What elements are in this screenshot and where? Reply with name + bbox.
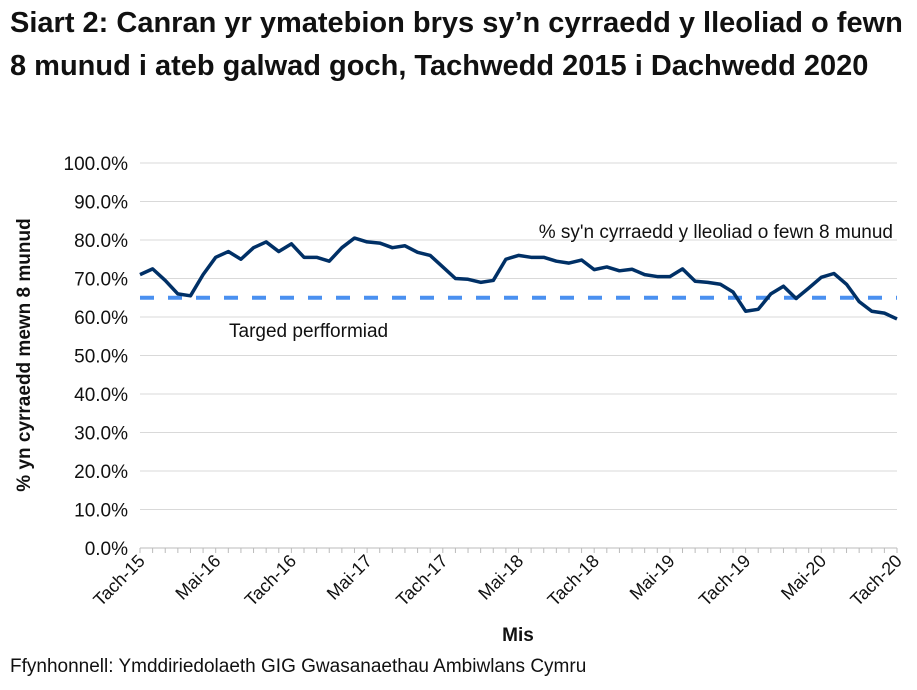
chart-title: Siart 2: Canran yr ymatebion brys sy’n c… (10, 7, 903, 82)
target-label: Targed perfformiad (229, 321, 388, 342)
x-tick-label: Mai-17 (323, 551, 376, 604)
y-tick-label: 100.0% (64, 154, 129, 175)
source-note: Ffynhonnell: Ymddiriedolaeth GIG Gwasana… (10, 656, 587, 677)
y-tick-label: 40.0% (74, 385, 128, 406)
x-tick-label: Tach-20 (846, 551, 905, 610)
x-tick-label: Tach-16 (241, 551, 300, 610)
x-tick-label: Tach-19 (695, 551, 754, 610)
y-tick-label: 30.0% (74, 424, 128, 445)
y-axis-label: % yn cyrraedd mewn 8 munud (14, 218, 35, 491)
x-axis-label: Mis (502, 625, 534, 646)
y-tick-label: 0.0% (85, 539, 128, 560)
y-tick-label: 90.0% (74, 193, 128, 214)
x-tick-label: Tach-18 (544, 551, 603, 610)
x-tick-label: Tach-17 (392, 551, 451, 610)
x-tick-label: Mai-18 (474, 551, 527, 604)
series-label: % sy'n cyrraedd y lleoliad o fewn 8 munu… (539, 222, 893, 243)
x-tick-label: Mai-20 (777, 551, 830, 604)
y-tick-label: 20.0% (74, 462, 128, 483)
x-tick-label: Mai-19 (626, 551, 679, 604)
y-tick-label: 10.0% (74, 501, 128, 522)
y-tick-label: 60.0% (74, 308, 128, 329)
x-tick-label: Mai-16 (171, 551, 224, 604)
y-tick-label: 70.0% (74, 270, 128, 291)
y-tick-label: 80.0% (74, 231, 128, 252)
y-tick-label: 50.0% (74, 347, 128, 368)
